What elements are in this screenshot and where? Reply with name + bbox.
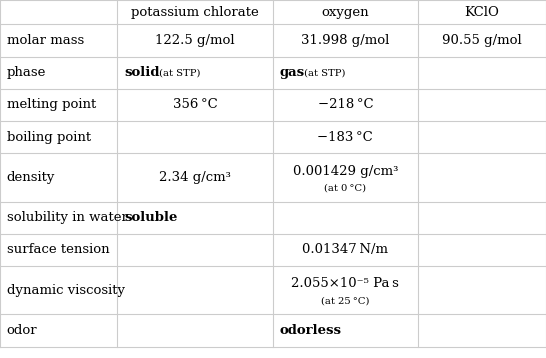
- Text: density: density: [7, 171, 55, 184]
- Text: 0.001429 g/cm³: 0.001429 g/cm³: [293, 165, 398, 178]
- Text: −218 °C: −218 °C: [318, 98, 373, 111]
- Text: −183 °C: −183 °C: [317, 131, 373, 144]
- Text: 0.01347 N/m: 0.01347 N/m: [302, 243, 388, 256]
- Text: 31.998 g/mol: 31.998 g/mol: [301, 34, 389, 47]
- Text: surface tension: surface tension: [7, 243, 109, 256]
- Text: (at STP): (at STP): [301, 68, 346, 77]
- Text: KClO: KClO: [465, 6, 499, 19]
- Text: 2.34 g/cm³: 2.34 g/cm³: [159, 171, 231, 184]
- Text: melting point: melting point: [7, 98, 96, 111]
- Text: oxygen: oxygen: [322, 6, 369, 19]
- Text: dynamic viscosity: dynamic viscosity: [7, 284, 124, 297]
- Text: phase: phase: [7, 66, 46, 79]
- Text: (at 0 °C): (at 0 °C): [324, 184, 366, 193]
- Text: 356 °C: 356 °C: [173, 98, 217, 111]
- Text: boiling point: boiling point: [7, 131, 91, 144]
- Text: 2.055×10⁻⁵ Pa s: 2.055×10⁻⁵ Pa s: [292, 277, 399, 290]
- Text: 90.55 g/mol: 90.55 g/mol: [442, 34, 522, 47]
- Text: gas: gas: [280, 66, 305, 79]
- Text: odor: odor: [7, 324, 37, 337]
- Text: 122.5 g/mol: 122.5 g/mol: [156, 34, 235, 47]
- Text: odorless: odorless: [280, 324, 342, 337]
- Text: soluble: soluble: [124, 211, 177, 224]
- Text: solid: solid: [124, 66, 159, 79]
- Text: molar mass: molar mass: [7, 34, 84, 47]
- Text: (at 25 °C): (at 25 °C): [321, 296, 370, 305]
- Text: solubility in water: solubility in water: [7, 211, 127, 224]
- Text: potassium chlorate: potassium chlorate: [132, 6, 259, 19]
- Text: (at STP): (at STP): [156, 68, 200, 77]
